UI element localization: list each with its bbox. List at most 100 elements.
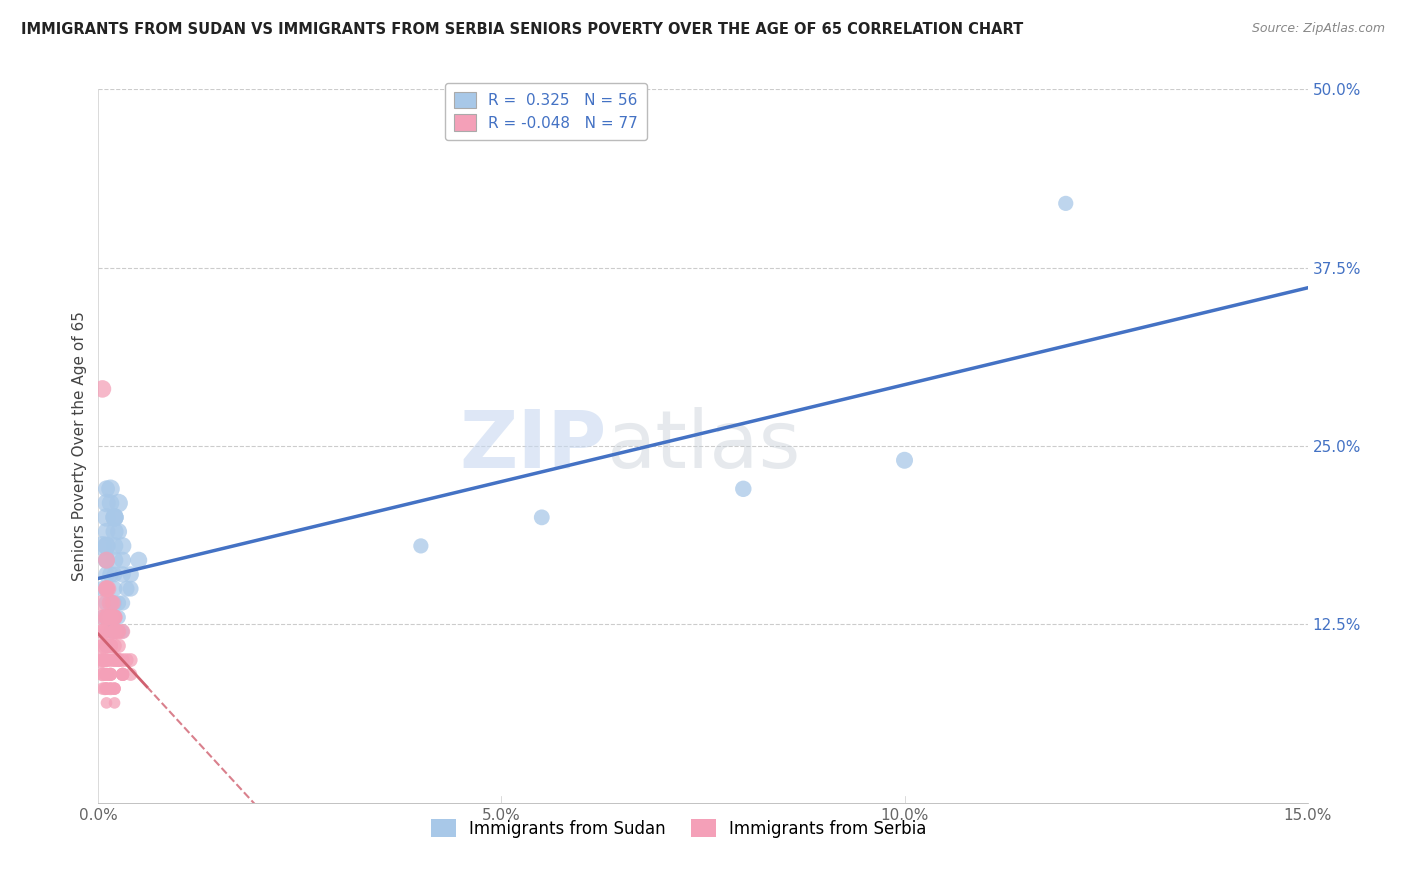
Point	[91, 624, 114, 639]
Point	[96, 639, 118, 653]
Point	[107, 653, 129, 667]
Point	[103, 696, 125, 710]
Point	[100, 482, 122, 496]
Point	[128, 553, 150, 567]
Point	[103, 582, 125, 596]
Point	[96, 553, 118, 567]
Point	[91, 624, 114, 639]
Point	[96, 667, 118, 681]
Point	[100, 610, 122, 624]
Point	[91, 596, 114, 610]
Point	[96, 582, 118, 596]
Point	[111, 596, 134, 610]
Point	[96, 539, 118, 553]
Point	[107, 624, 129, 639]
Point	[111, 653, 134, 667]
Point	[100, 667, 122, 681]
Point	[100, 567, 122, 582]
Point	[91, 667, 114, 681]
Point	[107, 653, 129, 667]
Point	[100, 624, 122, 639]
Point	[103, 553, 125, 567]
Point	[103, 681, 125, 696]
Point	[107, 596, 129, 610]
Point	[96, 681, 118, 696]
Point	[111, 667, 134, 681]
Point	[91, 639, 114, 653]
Point	[96, 539, 118, 553]
Point	[103, 610, 125, 624]
Point	[107, 496, 129, 510]
Point	[115, 653, 138, 667]
Point	[100, 639, 122, 653]
Point	[90, 653, 112, 667]
Point	[96, 567, 118, 582]
Point	[103, 539, 125, 553]
Point	[1054, 196, 1077, 211]
Point	[111, 667, 134, 681]
Point	[103, 610, 125, 624]
Point	[120, 582, 142, 596]
Point	[94, 624, 117, 639]
Point	[91, 582, 114, 596]
Point	[111, 624, 134, 639]
Point	[100, 639, 122, 653]
Y-axis label: Seniors Poverty Over the Age of 65: Seniors Poverty Over the Age of 65	[72, 311, 87, 581]
Point	[96, 639, 118, 653]
Point	[96, 553, 118, 567]
Point	[96, 681, 118, 696]
Point	[96, 653, 118, 667]
Point	[103, 510, 125, 524]
Point	[120, 653, 142, 667]
Point	[100, 667, 122, 681]
Point	[111, 553, 134, 567]
Point	[96, 653, 118, 667]
Point	[103, 624, 125, 639]
Point	[103, 624, 125, 639]
Point	[115, 582, 138, 596]
Point	[97, 667, 120, 681]
Point	[91, 382, 114, 396]
Point	[96, 610, 118, 624]
Point	[100, 681, 122, 696]
Legend: Immigrants from Sudan, Immigrants from Serbia: Immigrants from Sudan, Immigrants from S…	[425, 813, 934, 845]
Point	[103, 610, 125, 624]
Point	[103, 610, 125, 624]
Point	[91, 639, 114, 653]
Point	[91, 610, 114, 624]
Text: atlas: atlas	[606, 407, 800, 485]
Point	[103, 681, 125, 696]
Point	[91, 653, 114, 667]
Point	[100, 639, 122, 653]
Text: ZIP: ZIP	[458, 407, 606, 485]
Point	[103, 524, 125, 539]
Point	[94, 681, 117, 696]
Point	[94, 667, 117, 681]
Point	[103, 510, 125, 524]
Point	[96, 510, 118, 524]
Point	[107, 624, 129, 639]
Point	[96, 653, 118, 667]
Point	[100, 653, 122, 667]
Point	[96, 681, 118, 696]
Point	[111, 667, 134, 681]
Point	[120, 667, 142, 681]
Point	[100, 624, 122, 639]
Point	[97, 624, 120, 639]
Text: Source: ZipAtlas.com: Source: ZipAtlas.com	[1251, 22, 1385, 36]
Point	[96, 639, 118, 653]
Point	[91, 610, 114, 624]
Point	[96, 639, 118, 653]
Point	[103, 596, 125, 610]
Point	[91, 653, 114, 667]
Point	[733, 482, 755, 496]
Point	[100, 496, 122, 510]
Point	[107, 639, 129, 653]
Point	[107, 524, 129, 539]
Point	[91, 667, 114, 681]
Point	[111, 539, 134, 553]
Point	[111, 667, 134, 681]
Point	[103, 567, 125, 582]
Point	[100, 596, 122, 610]
Point	[96, 582, 118, 596]
